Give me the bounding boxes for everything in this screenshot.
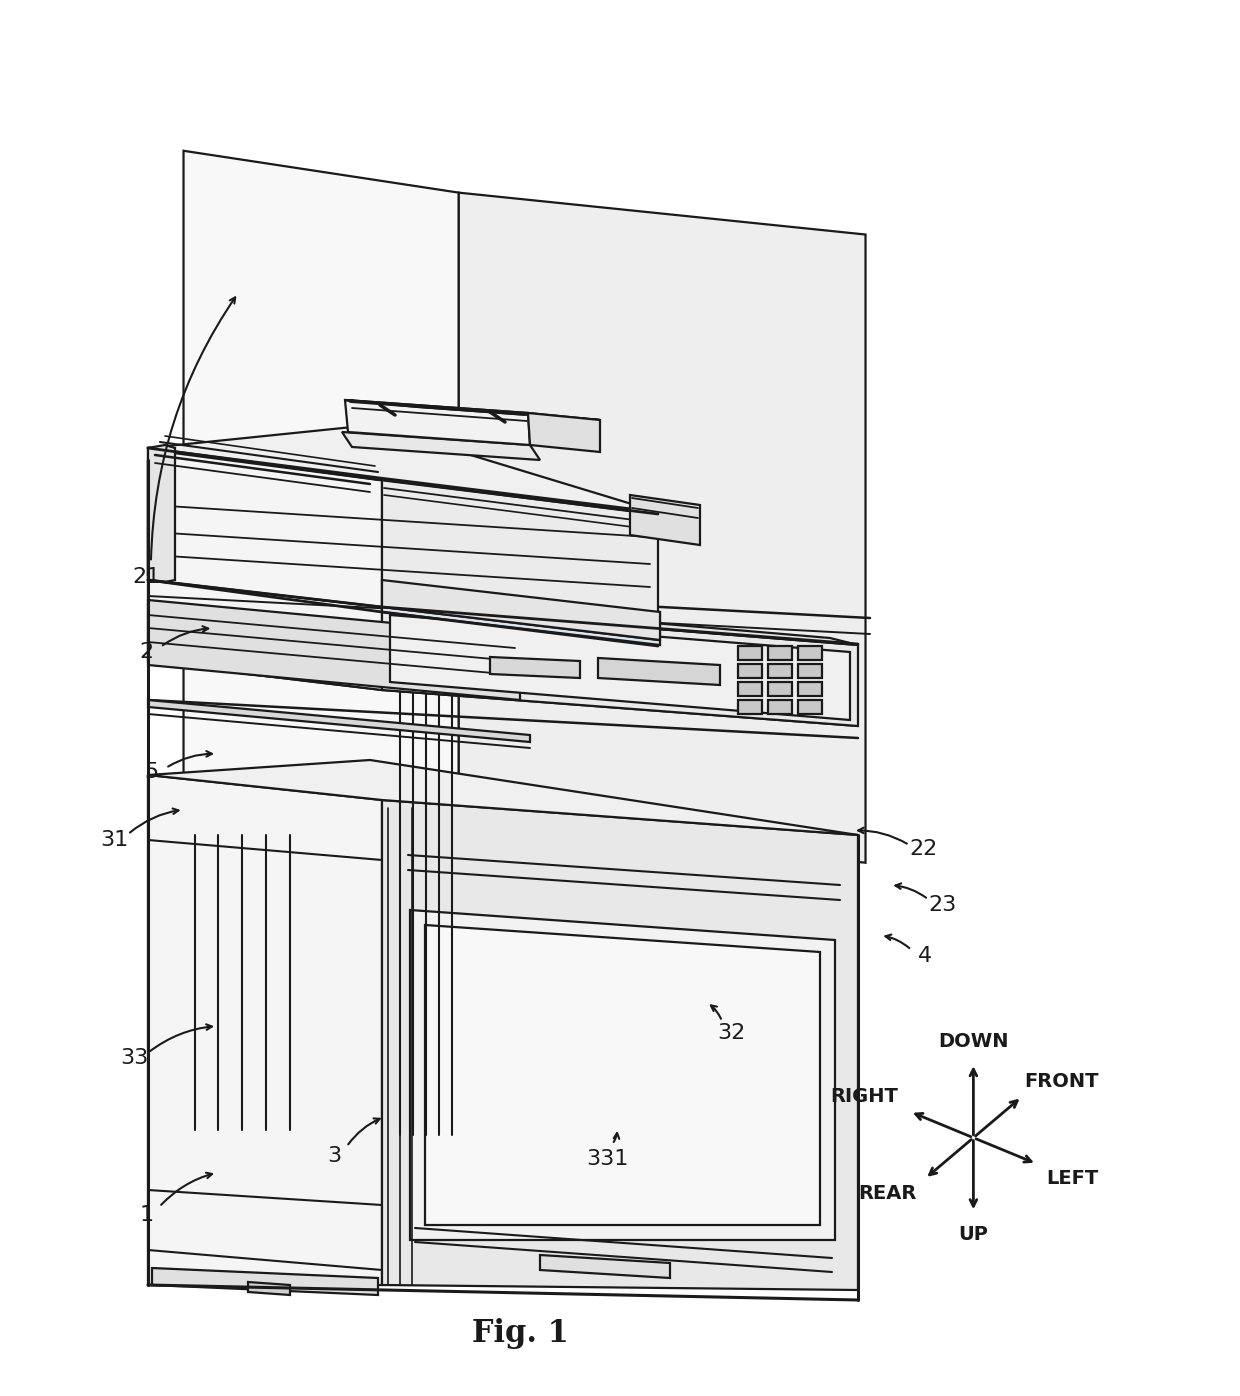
Polygon shape <box>738 646 763 660</box>
Polygon shape <box>738 664 763 678</box>
Polygon shape <box>382 579 660 639</box>
Polygon shape <box>148 759 858 835</box>
Polygon shape <box>391 616 849 720</box>
Text: 32: 32 <box>718 1023 745 1043</box>
Polygon shape <box>528 413 600 452</box>
Text: REAR: REAR <box>858 1184 916 1203</box>
Polygon shape <box>382 579 660 645</box>
Polygon shape <box>539 1255 670 1277</box>
Polygon shape <box>738 699 763 713</box>
Polygon shape <box>799 646 822 660</box>
Polygon shape <box>148 600 520 699</box>
Text: 331: 331 <box>587 1149 629 1168</box>
Text: 23: 23 <box>929 895 956 914</box>
Polygon shape <box>768 664 792 678</box>
Polygon shape <box>630 496 701 544</box>
Polygon shape <box>768 699 792 713</box>
Text: 1: 1 <box>139 1205 154 1224</box>
Polygon shape <box>342 431 539 461</box>
Text: RIGHT: RIGHT <box>831 1087 898 1106</box>
Text: 5: 5 <box>144 762 159 782</box>
Text: 4: 4 <box>918 946 932 966</box>
Polygon shape <box>345 401 600 420</box>
Polygon shape <box>799 699 822 713</box>
Polygon shape <box>148 579 382 690</box>
Polygon shape <box>382 800 858 1290</box>
Polygon shape <box>738 683 763 697</box>
Polygon shape <box>153 1268 378 1295</box>
Text: 3: 3 <box>327 1146 342 1166</box>
Text: 33: 33 <box>120 1048 148 1068</box>
Polygon shape <box>148 445 175 582</box>
Polygon shape <box>799 683 822 697</box>
Text: 21: 21 <box>133 567 160 586</box>
Polygon shape <box>382 477 658 639</box>
Polygon shape <box>248 1282 290 1295</box>
Polygon shape <box>148 699 529 743</box>
Polygon shape <box>148 448 382 607</box>
Polygon shape <box>148 662 858 726</box>
Text: LEFT: LEFT <box>1047 1170 1099 1188</box>
Polygon shape <box>799 664 822 678</box>
Polygon shape <box>410 910 835 1240</box>
Polygon shape <box>148 775 382 1284</box>
Text: FRONT: FRONT <box>1024 1072 1099 1092</box>
Text: 22: 22 <box>910 839 937 859</box>
Polygon shape <box>425 926 820 1226</box>
Polygon shape <box>459 193 866 863</box>
Text: DOWN: DOWN <box>939 1032 1008 1051</box>
Polygon shape <box>382 600 858 645</box>
Polygon shape <box>382 607 858 726</box>
Polygon shape <box>148 424 658 512</box>
Polygon shape <box>490 658 580 678</box>
Polygon shape <box>598 658 720 685</box>
Text: 2: 2 <box>139 642 154 662</box>
Text: Fig. 1: Fig. 1 <box>472 1318 569 1349</box>
Text: 31: 31 <box>100 831 128 850</box>
Polygon shape <box>768 646 792 660</box>
Polygon shape <box>184 151 459 821</box>
Text: UP: UP <box>959 1224 988 1244</box>
Polygon shape <box>345 401 529 445</box>
Polygon shape <box>768 683 792 697</box>
